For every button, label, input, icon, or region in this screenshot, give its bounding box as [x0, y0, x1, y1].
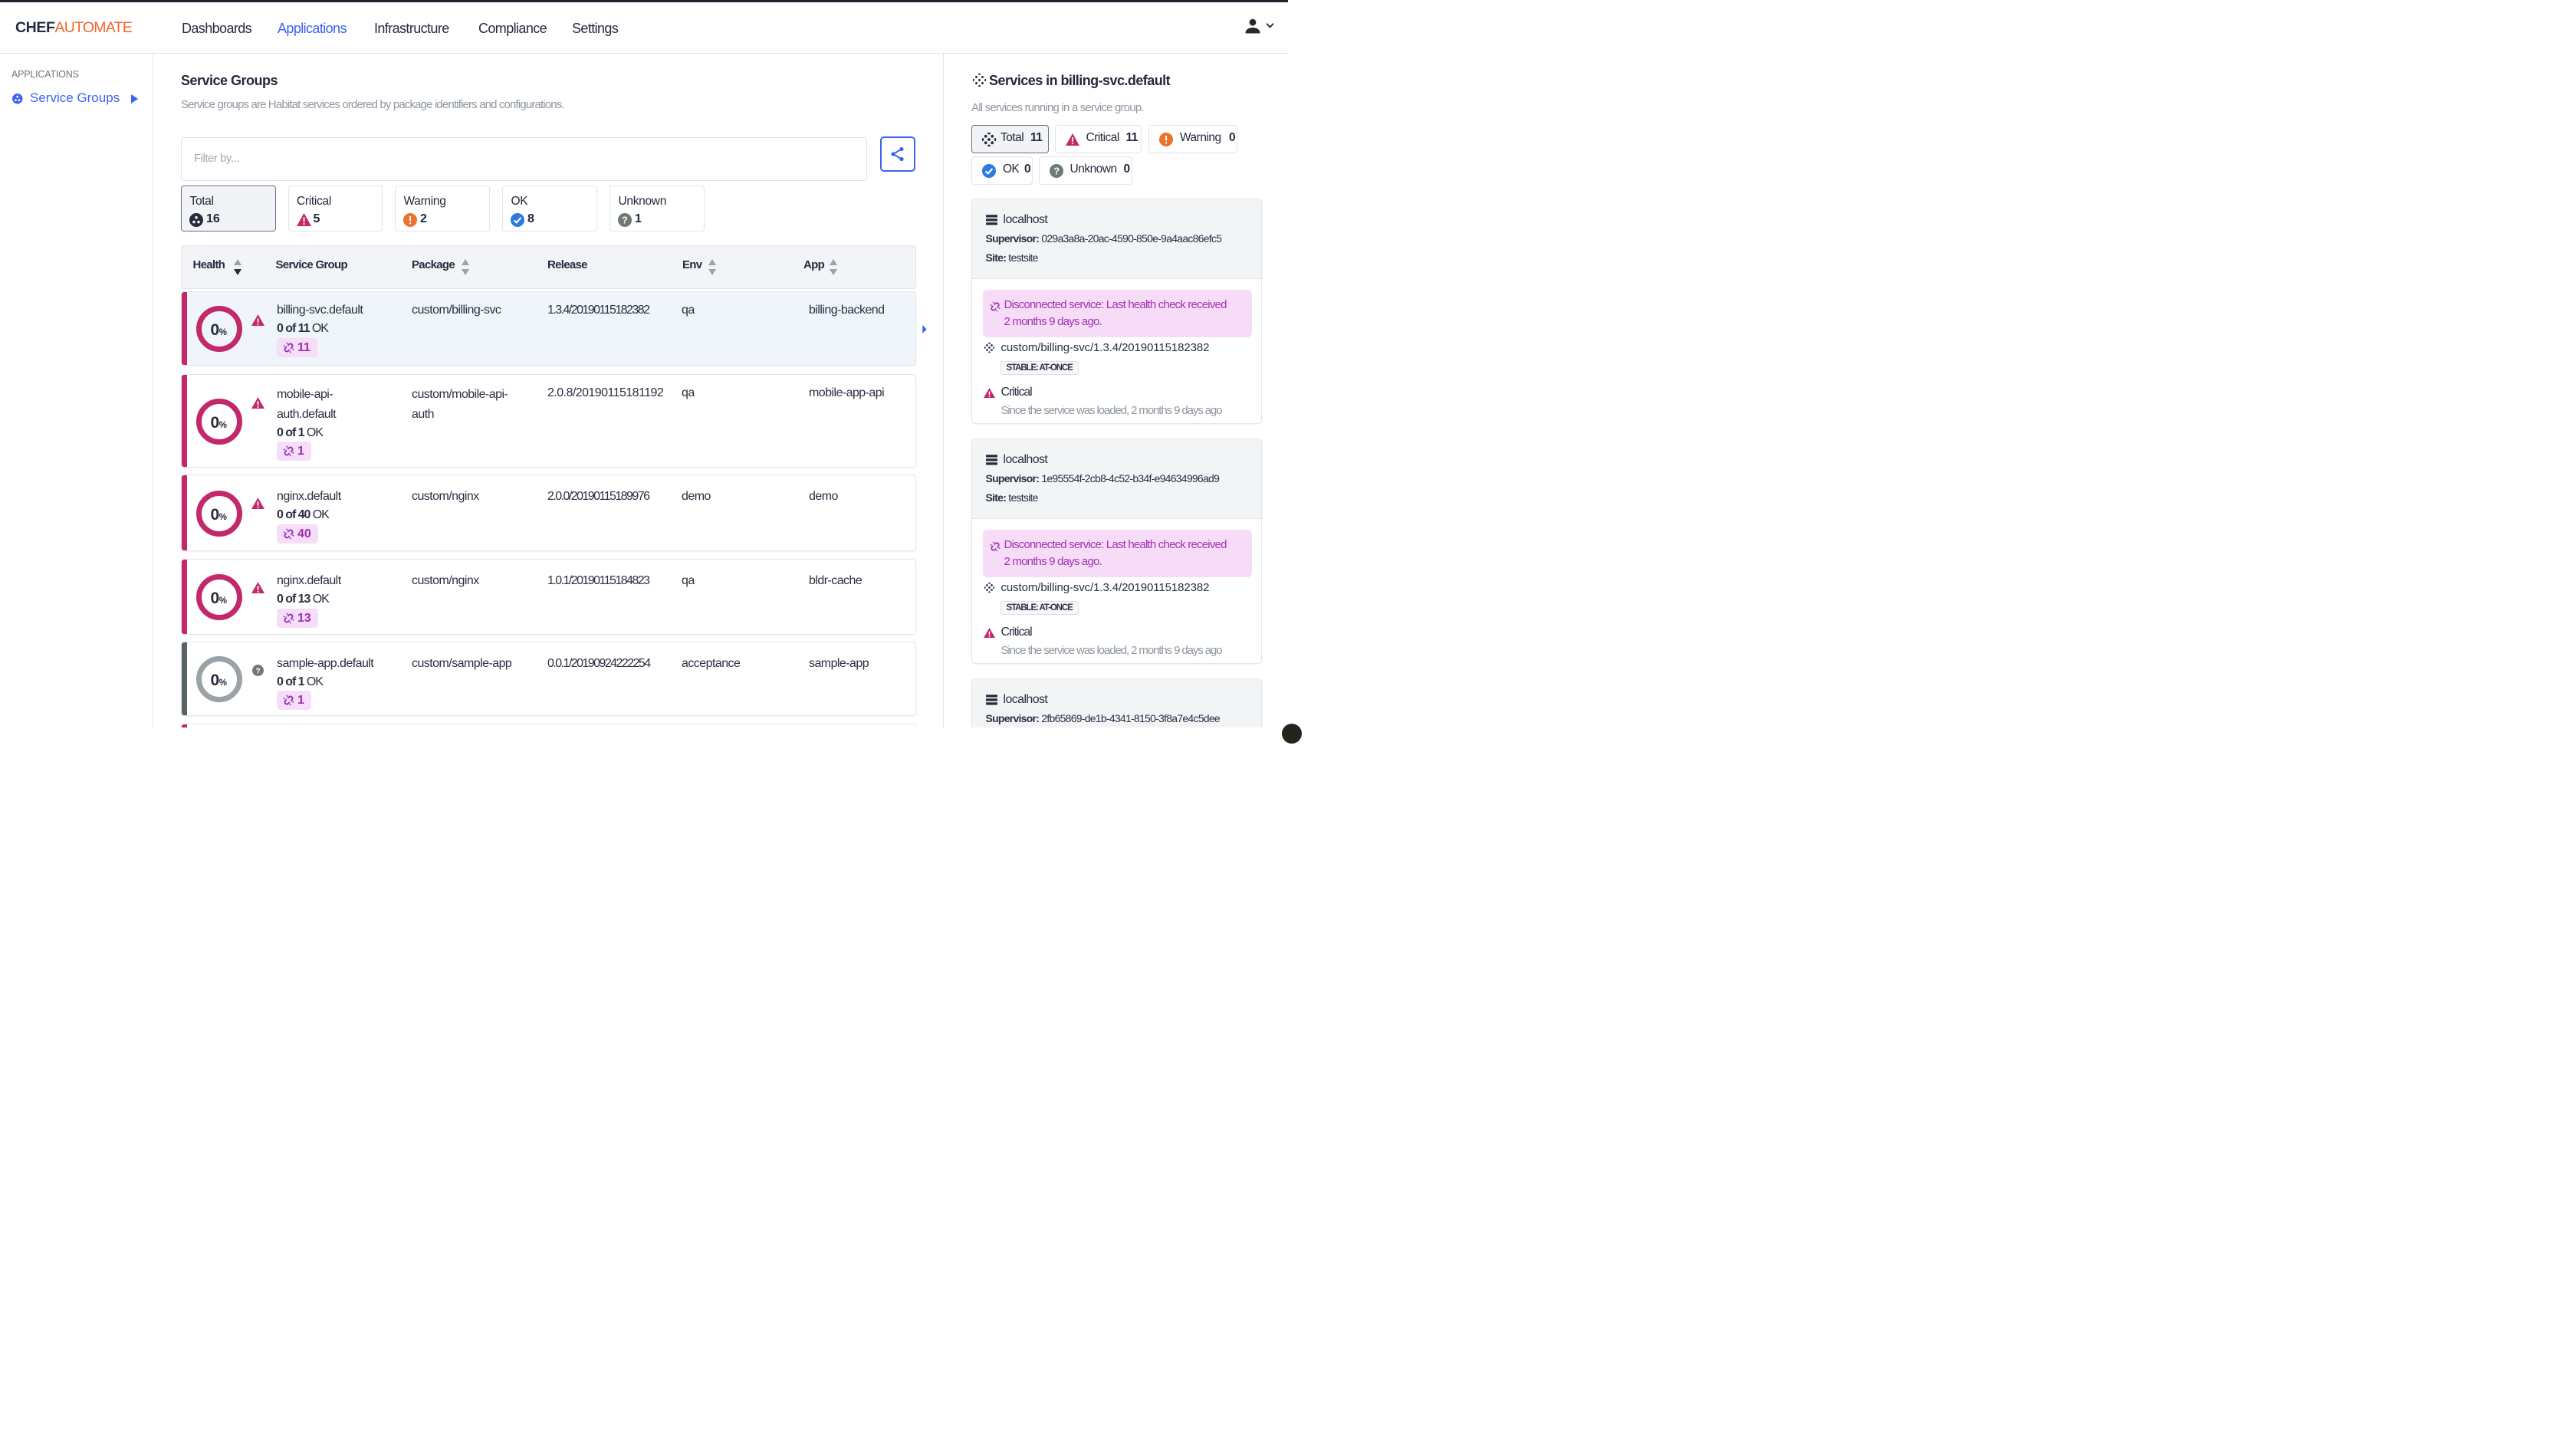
svg-text:?: ? — [256, 667, 261, 675]
svg-text:?: ? — [1053, 166, 1059, 176]
svg-text:?: ? — [622, 215, 628, 225]
